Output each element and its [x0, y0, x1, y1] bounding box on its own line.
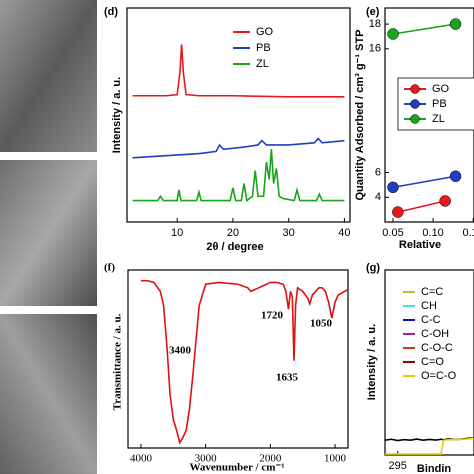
legend-label: ZL — [432, 113, 445, 125]
x-tick-label: 3000 — [195, 453, 218, 465]
y-axis-label: Quantity Adsorbed / cm³ g⁻¹ STP — [354, 29, 366, 200]
data-line — [132, 44, 345, 98]
x-axis-label: Wavenumber / cm⁻¹ — [189, 462, 284, 474]
data-line — [392, 175, 456, 189]
legend-label: C=C — [421, 286, 443, 298]
data-point — [449, 170, 462, 182]
legend-marker — [410, 114, 420, 124]
data-point — [387, 28, 399, 40]
y-tick-label: 16 — [369, 43, 381, 55]
chart-panel: 4000 3000 2000 1000 (f) Wavenumber / cm⁻¹ Tran… — [104, 262, 349, 474]
y-tick-label: 6 — [375, 166, 381, 178]
panel-label: (d) — [104, 6, 118, 18]
annotation: 3400 — [169, 345, 192, 357]
x-tick-label: 1000 — [324, 453, 347, 465]
panel-label: (f) — [104, 262, 115, 274]
y-axis-label: Intensity / a. u. — [111, 77, 123, 153]
plot-frame — [384, 7, 474, 223]
x-tick-label: 0.05 — [382, 227, 403, 239]
legend-marker — [410, 99, 420, 109]
annotation: 1050 — [310, 318, 333, 330]
plot-area — [140, 279, 348, 445]
chart-panel: 10 20 30 40 (d) 2θ / degree Intensity / a. u. G… — [104, 6, 351, 253]
legend-label: C-O-C — [421, 342, 453, 354]
x-tick-label: 4000 — [130, 453, 153, 465]
legend-label: C=O — [421, 356, 444, 368]
sem-image — [0, 0, 97, 152]
y-tick-label: 18 — [369, 18, 381, 30]
x-axis-label: 2θ / degree — [206, 241, 263, 253]
data-point — [439, 195, 451, 207]
x-tick-label: 40 — [338, 227, 350, 239]
x-tick-label: 295 — [389, 460, 407, 472]
x-tick-label: 30 — [283, 227, 295, 239]
data-line — [385, 437, 474, 455]
annotation: 1720 — [261, 310, 284, 322]
x-tick-label: 10 — [171, 227, 183, 239]
y-axis-label: Transmittance / a. u. — [112, 313, 124, 410]
x-tick-label: 2000 — [259, 453, 282, 465]
legend-label: CH — [421, 300, 437, 312]
legend-label: C-C — [421, 314, 441, 326]
panel-label: (g) — [366, 262, 380, 274]
panel-label: (e) — [366, 6, 380, 18]
legend-label: ZL — [256, 58, 269, 70]
sem-image — [0, 160, 97, 306]
data-line — [132, 149, 345, 203]
y-axis-label: Intensity / a. u. — [366, 324, 378, 400]
plot-frame — [127, 269, 349, 449]
x-axis-label: Bindin — [417, 463, 451, 474]
x-tick-label: 0.15 — [462, 227, 474, 239]
data-point — [392, 206, 404, 218]
sem-image — [0, 314, 97, 474]
legend-label: PB — [432, 98, 447, 110]
plot-frame — [384, 269, 474, 456]
charts: 10 20 30 40 (d) 2θ / degree Intensity / a. u. G… — [104, 6, 474, 474]
legend-label: GO — [432, 83, 450, 95]
chart-panel: 0.05 0.10 0.15 4 6 16 18(e) Relative Quantity Ad… — [354, 6, 474, 251]
plot-area — [132, 44, 345, 203]
legend-label: PB — [256, 42, 271, 54]
data-line — [392, 23, 456, 35]
plot-area — [385, 437, 474, 455]
legend-marker — [410, 84, 420, 94]
annotation: 1635 — [276, 372, 299, 384]
chart-panel: 295 (g) Bindin Intensity / a. u. C=C CH C-C C-O… — [366, 262, 474, 474]
plot-frame — [126, 7, 351, 223]
legend-label: C-OH — [421, 328, 449, 340]
x-tick-label: 0.10 — [422, 227, 443, 239]
x-tick-label: 20 — [227, 227, 239, 239]
y-tick-label: 4 — [375, 191, 381, 203]
legend-label: GO — [256, 26, 274, 38]
data-line — [140, 279, 348, 445]
data-line — [397, 200, 446, 213]
data-point — [387, 181, 399, 194]
data-point — [449, 18, 462, 30]
plot-area — [387, 18, 462, 218]
x-axis-label: Relative — [399, 239, 441, 251]
legend-label: O=C-O — [421, 370, 457, 382]
data-line — [132, 137, 345, 159]
